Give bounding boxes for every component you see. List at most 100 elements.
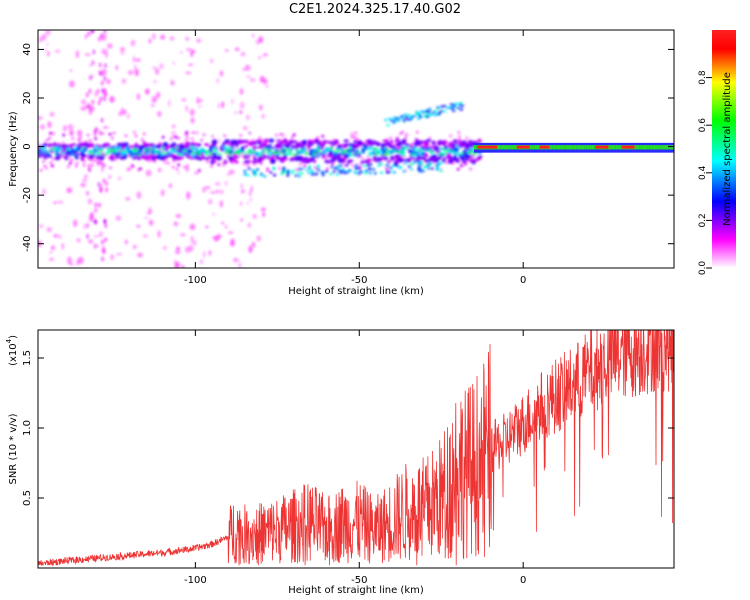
steady-band-inner [568, 145, 573, 150]
spectrogram-blob [243, 153, 248, 155]
spectrogram-blob [389, 166, 393, 170]
spectrogram-blob [99, 158, 103, 162]
spectrogram-blob [39, 124, 46, 130]
spectrogram-blob [136, 224, 141, 228]
spectrogram-blob [466, 150, 470, 153]
spectrogram-blob [246, 173, 250, 177]
spectrogram-blob [435, 167, 439, 171]
spectrogram-blob [139, 167, 142, 171]
spectrogram-blob [87, 31, 91, 37]
spectrogram-blob [373, 172, 377, 175]
spectrogram-blob [459, 101, 463, 105]
spectrogram-blob [190, 153, 196, 157]
spectrogram-blob [260, 207, 266, 212]
spectrogram-blob [438, 111, 442, 114]
spectrogram-blob [392, 120, 396, 123]
spectrogram-blob [136, 191, 142, 199]
steady-band-inner [584, 145, 589, 150]
spectrogram-blob [391, 165, 395, 168]
spectrogram-blob [193, 240, 197, 246]
spectrogram-blob [407, 158, 412, 163]
spectrogram-blob [261, 146, 265, 150]
spectrogram-blob [51, 157, 55, 161]
spectrogram-blob [50, 245, 56, 251]
spectrogram-blob [460, 104, 464, 108]
spectrogram-blob [247, 140, 251, 144]
spectrogram-blob [103, 30, 107, 34]
spectrogram-blob [230, 238, 235, 247]
spectrogram-blob [197, 105, 202, 108]
spectrogram-blob [393, 163, 397, 166]
spectrogram-blob [186, 191, 191, 200]
spectrogram-blob [192, 146, 199, 150]
spectrogram-blob [386, 152, 389, 154]
spectrogram-blob [185, 135, 189, 139]
spectrogram-blob [125, 197, 131, 201]
spectrogram-blob [415, 130, 419, 134]
spectrogram-blob [177, 171, 180, 175]
spectrogram-blob [379, 162, 383, 166]
spectrogram-blob [288, 154, 292, 156]
spectrogram-blob [209, 152, 213, 154]
spectrogram-blob [47, 155, 53, 158]
spectrogram-blob [194, 151, 199, 154]
spectrogram-blob [271, 151, 276, 154]
spectrogram-blob [78, 136, 82, 139]
spectrogram-blob [470, 145, 476, 148]
spectrogram-blob [253, 162, 257, 166]
spectrogram-blob [442, 152, 447, 155]
spectrogram-blob [447, 149, 451, 152]
spectrogram-blob [402, 147, 407, 149]
spectrogram-blob [171, 131, 176, 134]
spectrogram-blob [107, 145, 111, 149]
steady-band-inner [505, 145, 510, 150]
spectrogram-blob [268, 148, 272, 151]
spectrogram-blob [440, 105, 444, 108]
spectrogram-blob [191, 131, 195, 135]
spectrogram-blob [202, 186, 206, 193]
snr-y-tick-label: 1.0 [22, 420, 33, 436]
spectrogram-blob [283, 148, 287, 151]
spectrogram-blob [202, 133, 206, 137]
spectrogram-blob [121, 150, 125, 156]
snr-x-tick-label: -50 [351, 575, 367, 586]
spectrogram-blob [91, 30, 94, 34]
spectrogram-blob [44, 156, 48, 160]
spectrogram-blob [427, 166, 431, 170]
spectrogram-blob [411, 146, 416, 151]
spectrogram-blob [114, 154, 119, 158]
spectrogram-blob [428, 136, 432, 140]
spectrogram-blob [400, 153, 404, 156]
spectrogram-blob [212, 149, 216, 151]
spectrogram-blob [224, 142, 228, 145]
spectrogram-blob [284, 141, 288, 145]
spectrogram-blob [230, 141, 235, 146]
spectrogram-blob [265, 84, 269, 88]
spectrogram-blob [211, 236, 217, 239]
spectrogram-blob [184, 149, 187, 152]
spectrogram-blob [245, 114, 250, 121]
spectrogram-blob [107, 174, 112, 180]
spectrogram-blob [425, 144, 429, 148]
spectrogram-blob [244, 64, 251, 71]
spectrogram-blob [446, 154, 453, 159]
spectrogram-blob [452, 106, 456, 109]
spectrogram-frame [37, 29, 675, 269]
steady-band-inner [636, 145, 641, 150]
spectrogram-blob [422, 165, 426, 169]
spectrogram-blob [121, 78, 127, 84]
spectrogram-blob [361, 149, 365, 153]
spectrogram-blob [448, 142, 452, 146]
spectrogram-blob [102, 178, 106, 184]
spectrogram-blob [386, 163, 390, 167]
spectrogram-blob [67, 124, 74, 131]
spectrogram-blob [53, 234, 59, 238]
spectrogram-blob [447, 146, 450, 150]
spectrogram-blob [451, 147, 457, 151]
spectrogram-blob [62, 133, 66, 137]
spectrogram-blob [209, 153, 213, 156]
spectrogram-blob [295, 152, 299, 155]
spectrogram-blob [251, 241, 256, 248]
spectrogram-blob [451, 161, 455, 165]
